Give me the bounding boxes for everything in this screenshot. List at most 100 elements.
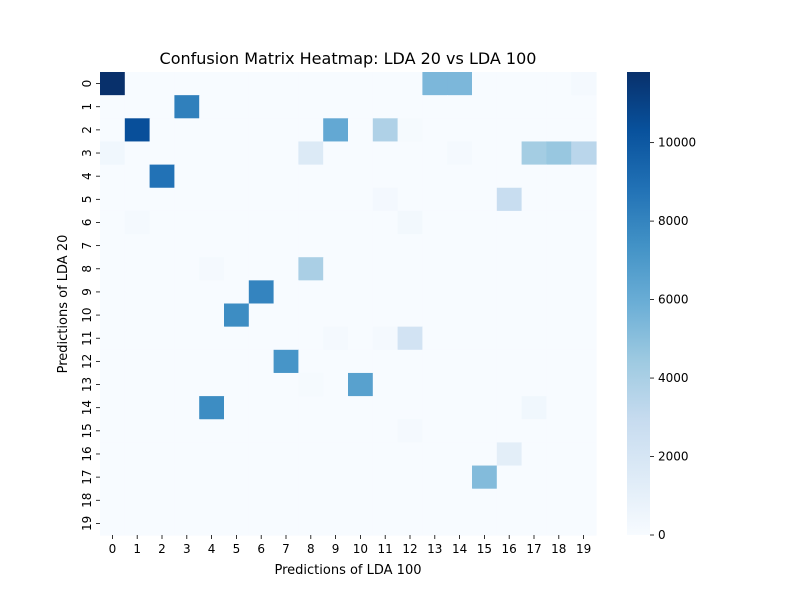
heatmap-cell — [521, 326, 547, 351]
heatmap-cell — [447, 419, 473, 443]
heatmap-cell — [422, 396, 448, 420]
heatmap-cell — [100, 257, 126, 281]
heatmap-cell — [273, 349, 299, 374]
heatmap-cell — [323, 257, 349, 281]
heatmap-cell — [546, 303, 572, 328]
heatmap-cell — [571, 164, 597, 189]
heatmap-cell — [199, 326, 225, 351]
heatmap-cell — [521, 72, 547, 96]
heatmap-cell — [521, 511, 547, 536]
heatmap-cell — [248, 326, 275, 351]
heatmap-cell — [372, 488, 399, 513]
x-axis-label: Predictions of LDA 100 — [274, 563, 421, 578]
heatmap-cell — [100, 187, 126, 212]
heatmap-cell — [521, 164, 547, 189]
heatmap-cell — [199, 118, 225, 143]
heatmap-cell — [248, 396, 275, 420]
heatmap-cell — [298, 164, 324, 189]
x-axis-ticks: 0 1 2 3 4 5 6 7 8 9 10 11 12 13 14 15 16 17 18 19 — [109, 535, 591, 556]
heatmap-cell — [124, 442, 151, 467]
heatmap-cell — [323, 511, 349, 536]
heatmap-cell — [571, 280, 597, 305]
heatmap-cell — [100, 511, 126, 536]
heatmap-cell — [100, 118, 126, 143]
heatmap-cell — [496, 442, 523, 467]
heatmap-cell — [521, 118, 547, 143]
heatmap-cell — [124, 257, 151, 281]
heatmap-cell — [472, 95, 498, 119]
heatmap-cell — [496, 280, 523, 305]
heatmap-cell — [447, 465, 473, 490]
heatmap-cell — [521, 372, 547, 397]
heatmap-cell — [323, 234, 349, 258]
heatmap-cell — [149, 164, 175, 189]
heatmap-cell — [224, 257, 250, 281]
heatmap-cell — [472, 488, 498, 513]
heatmap-cell — [100, 419, 126, 443]
heatmap-cell — [224, 234, 250, 258]
x-tick-label: 5 — [233, 542, 241, 556]
heatmap-cell — [397, 488, 423, 513]
heatmap-cell — [422, 95, 448, 119]
heatmap-cell — [323, 303, 349, 328]
heatmap-cell — [496, 326, 523, 351]
heatmap-cell — [472, 396, 498, 420]
heatmap-cell — [472, 465, 498, 490]
heatmap-cell — [397, 72, 423, 96]
heatmap-cell — [199, 257, 225, 281]
heatmap-cell — [571, 326, 597, 351]
heatmap-cell — [348, 511, 374, 536]
y-tick-label: 4 — [80, 172, 94, 180]
heatmap-cell — [397, 118, 423, 143]
heatmap-cell — [100, 326, 126, 351]
heatmap-cell — [224, 396, 250, 420]
heatmap-cell — [124, 118, 151, 143]
heatmap-cell — [298, 280, 324, 305]
heatmap-cell — [174, 511, 200, 536]
heatmap-cell — [546, 164, 572, 189]
colorbar-tick-label: 4000 — [658, 371, 689, 385]
heatmap-cell — [149, 187, 175, 212]
heatmap-cell — [422, 141, 448, 166]
heatmap-cell — [397, 442, 423, 467]
heatmap-cell — [174, 280, 200, 305]
heatmap-cell — [571, 303, 597, 328]
heatmap-cell — [224, 280, 250, 305]
heatmap-cell — [149, 442, 175, 467]
y-tick-label: 15 — [80, 423, 94, 438]
heatmap-cell — [224, 372, 250, 397]
heatmap-cell — [149, 280, 175, 305]
heatmap-cell — [422, 465, 448, 490]
y-tick-label: 16 — [80, 446, 94, 461]
heatmap-cell — [323, 141, 349, 166]
heatmap-cell — [571, 95, 597, 119]
heatmap-cell — [422, 511, 448, 536]
heatmap-cell — [248, 72, 275, 96]
heatmap-cell — [174, 257, 200, 281]
heatmap-cell — [521, 234, 547, 258]
heatmap-cell — [472, 349, 498, 374]
heatmap-cell — [323, 465, 349, 490]
heatmap-cell — [199, 72, 225, 96]
heatmap-cell — [571, 257, 597, 281]
x-tick-label: 12 — [402, 542, 417, 556]
y-tick-label: 2 — [80, 126, 94, 134]
heatmap-cell — [472, 210, 498, 235]
heatmap-cell — [124, 187, 151, 212]
heatmap-cells — [100, 72, 597, 536]
heatmap-cell — [224, 349, 250, 374]
colorbar-tick-label: 8000 — [658, 214, 689, 228]
heatmap-cell — [298, 72, 324, 96]
heatmap-cell — [248, 488, 275, 513]
heatmap-cell — [422, 234, 448, 258]
heatmap-cell — [273, 141, 299, 166]
heatmap-cell — [199, 349, 225, 374]
heatmap-cell — [496, 465, 523, 490]
heatmap-cell — [422, 118, 448, 143]
heatmap-cell — [372, 511, 399, 536]
heatmap-cell — [199, 511, 225, 536]
heatmap-cell — [124, 164, 151, 189]
heatmap-cell — [248, 141, 275, 166]
heatmap-cell — [372, 234, 399, 258]
